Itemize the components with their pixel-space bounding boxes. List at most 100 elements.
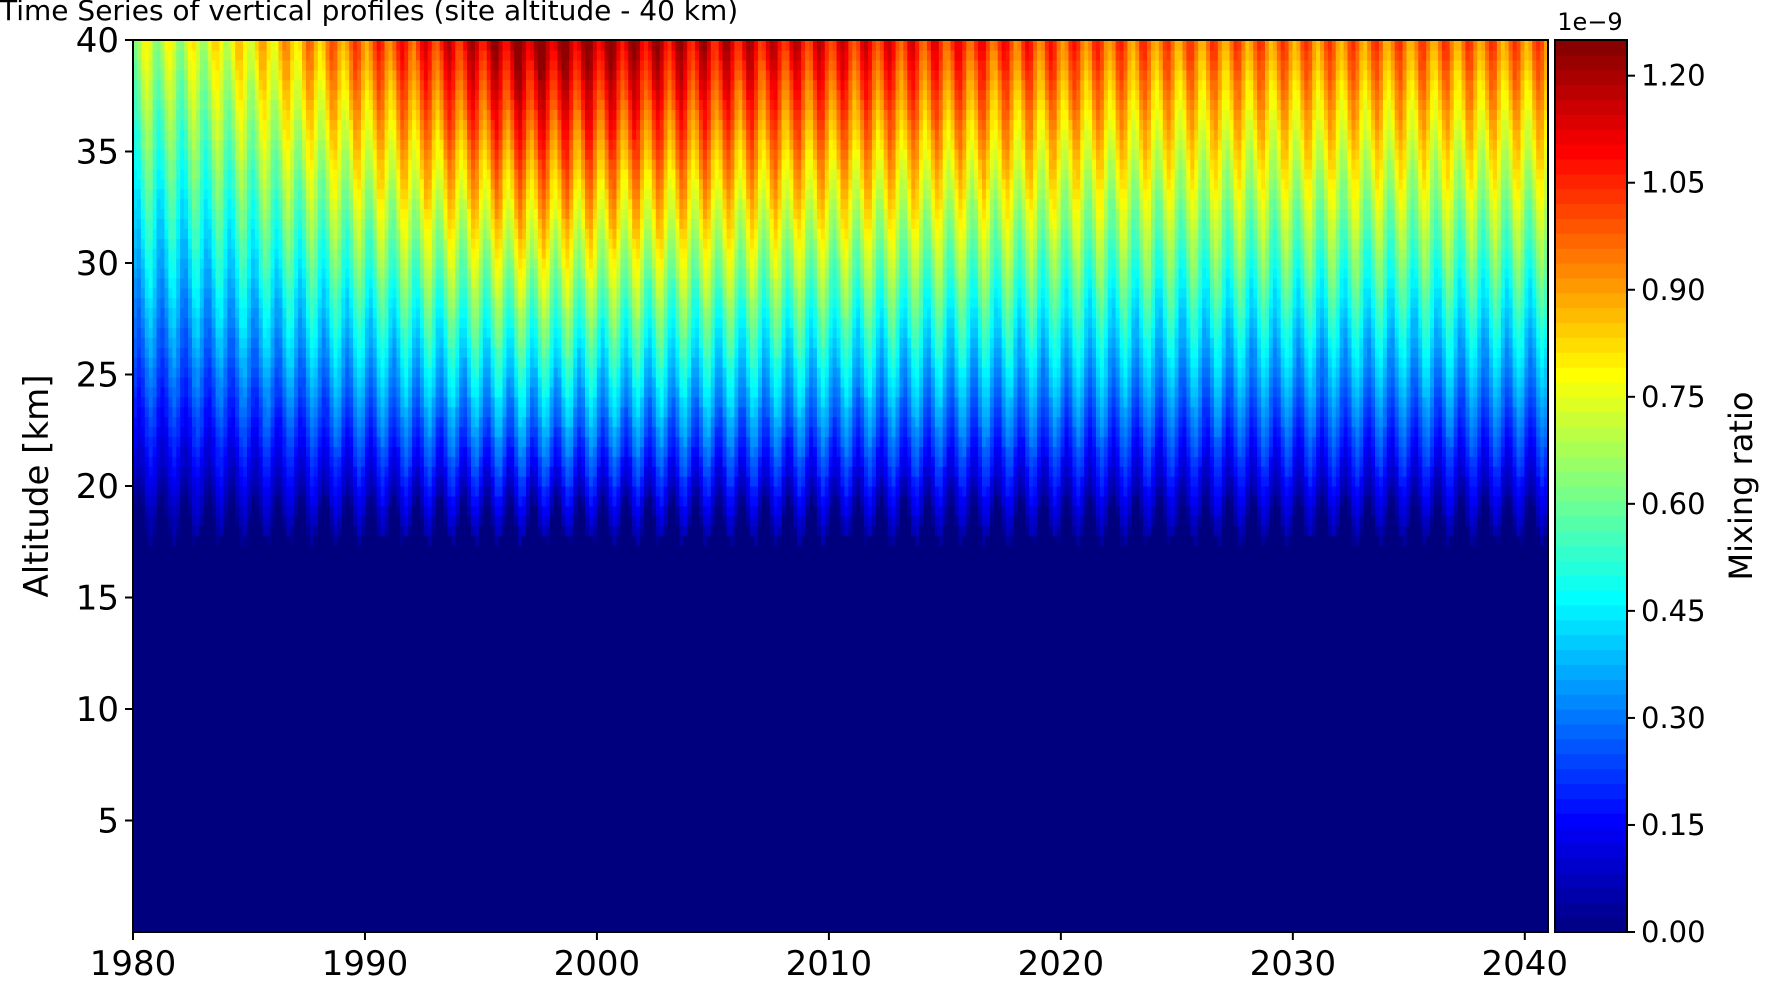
heatmap-cell [620,506,625,517]
heatmap-cell [778,466,783,477]
heatmap-cell [1481,456,1486,467]
heatmap-cell [306,387,311,398]
heatmap-cell [778,397,783,408]
heatmap-cell [1124,407,1129,418]
heatmap-cell [581,387,586,398]
heatmap-cell [848,446,853,457]
heatmap-cell [660,466,665,477]
heatmap-cell [330,456,335,467]
heatmap-cell [357,377,362,388]
heatmap-cell [341,526,353,537]
heatmap-cell [1061,476,1066,487]
heatmap-cell [1147,516,1152,527]
heatmap-cell [192,476,197,487]
heatmap-cell [318,446,323,457]
heatmap-cell [1269,466,1274,477]
heatmap-cell [1249,446,1254,457]
heatmap-cell [919,446,924,457]
heatmap-cell [451,526,456,537]
heatmap-cell [833,456,838,467]
heatmap-cell [506,397,514,408]
heatmap-cell [746,446,751,457]
heatmap-cell [1234,446,1239,457]
heatmap-cell [1163,506,1168,517]
heatmap-cell [778,427,783,438]
heatmap-cell [1198,516,1203,527]
heatmap-cell [907,466,912,477]
heatmap-cell [1473,516,1478,527]
heatmap-cell [1226,506,1234,517]
heatmap-cell [1084,486,1089,497]
heatmap-cell [1257,506,1262,517]
heatmap-cell [660,516,665,527]
heatmap-cell [1186,397,1191,408]
heatmap-cell [467,417,472,428]
heatmap-cell [1135,417,1140,428]
heatmap-cell [180,427,185,438]
heatmap-cell [502,427,507,438]
heatmap-cell [601,387,606,398]
heatmap-cell [1442,417,1447,428]
heatmap-cell [935,486,940,497]
heatmap-cell [1359,466,1364,477]
heatmap-cell [1072,436,1077,447]
heatmap-cell [554,476,559,487]
heatmap-cell [1179,506,1187,517]
heatmap-cell [373,476,378,487]
heatmap-cell [361,506,366,517]
heatmap-cell [1190,466,1198,477]
heatmap-cell [1344,427,1349,438]
heatmap-cell [436,446,441,457]
heatmap-cell [424,436,429,447]
heatmap-cell [1320,496,1325,507]
heatmap-cell [652,456,657,467]
heatmap-cell [1293,516,1305,527]
heatmap-cell [1080,427,1085,438]
heatmap-cell [1053,476,1058,487]
heatmap-cell [1167,397,1172,408]
heatmap-cell [601,456,606,467]
heatmap-cell [271,506,276,517]
heatmap-cell [636,486,641,497]
heatmap-cell [1147,466,1152,477]
heatmap-cell [247,526,263,537]
heatmap-cell [1108,417,1113,428]
heatmap-cell [1304,486,1309,497]
heatmap-cell [899,397,904,408]
heatmap-cell [1308,417,1313,428]
heatmap-cell [255,446,260,457]
heatmap-cell [538,417,543,428]
heatmap-cell [774,496,779,507]
heatmap-cell [196,407,201,418]
heatmap-cell [1363,496,1368,507]
heatmap-cell [1006,387,1014,398]
heatmap-cell [219,516,224,527]
heatmap-cell [349,377,354,388]
heatmap-cell [1493,407,1498,418]
heatmap-cell [801,496,806,507]
heatmap-cell [459,436,467,447]
heatmap-cell [1237,476,1245,487]
heatmap-cell [817,486,822,497]
heatmap-cell [436,407,441,418]
heatmap-cell [958,506,966,517]
heatmap-cell [1414,397,1419,408]
heatmap-cell [1289,486,1294,497]
heatmap-cell [180,436,185,447]
heatmap-cell [1351,526,1356,537]
heatmap-cell [880,456,885,467]
heatmap-cell [1171,446,1176,457]
heatmap-cell [664,456,669,467]
heatmap-cell [1430,417,1435,428]
heatmap-cell [1198,387,1203,398]
heatmap-cell [526,476,531,487]
heatmap-cell [1340,387,1345,398]
heatmap-cell [1312,407,1317,418]
heatmap-cell [1143,526,1151,537]
heatmap-cell [161,456,166,467]
heatmap-cell [990,526,1002,537]
heatmap-cell [396,466,401,477]
heatmap-cell [609,506,614,517]
heatmap-cell [613,536,618,547]
heatmap-cell [447,377,452,388]
